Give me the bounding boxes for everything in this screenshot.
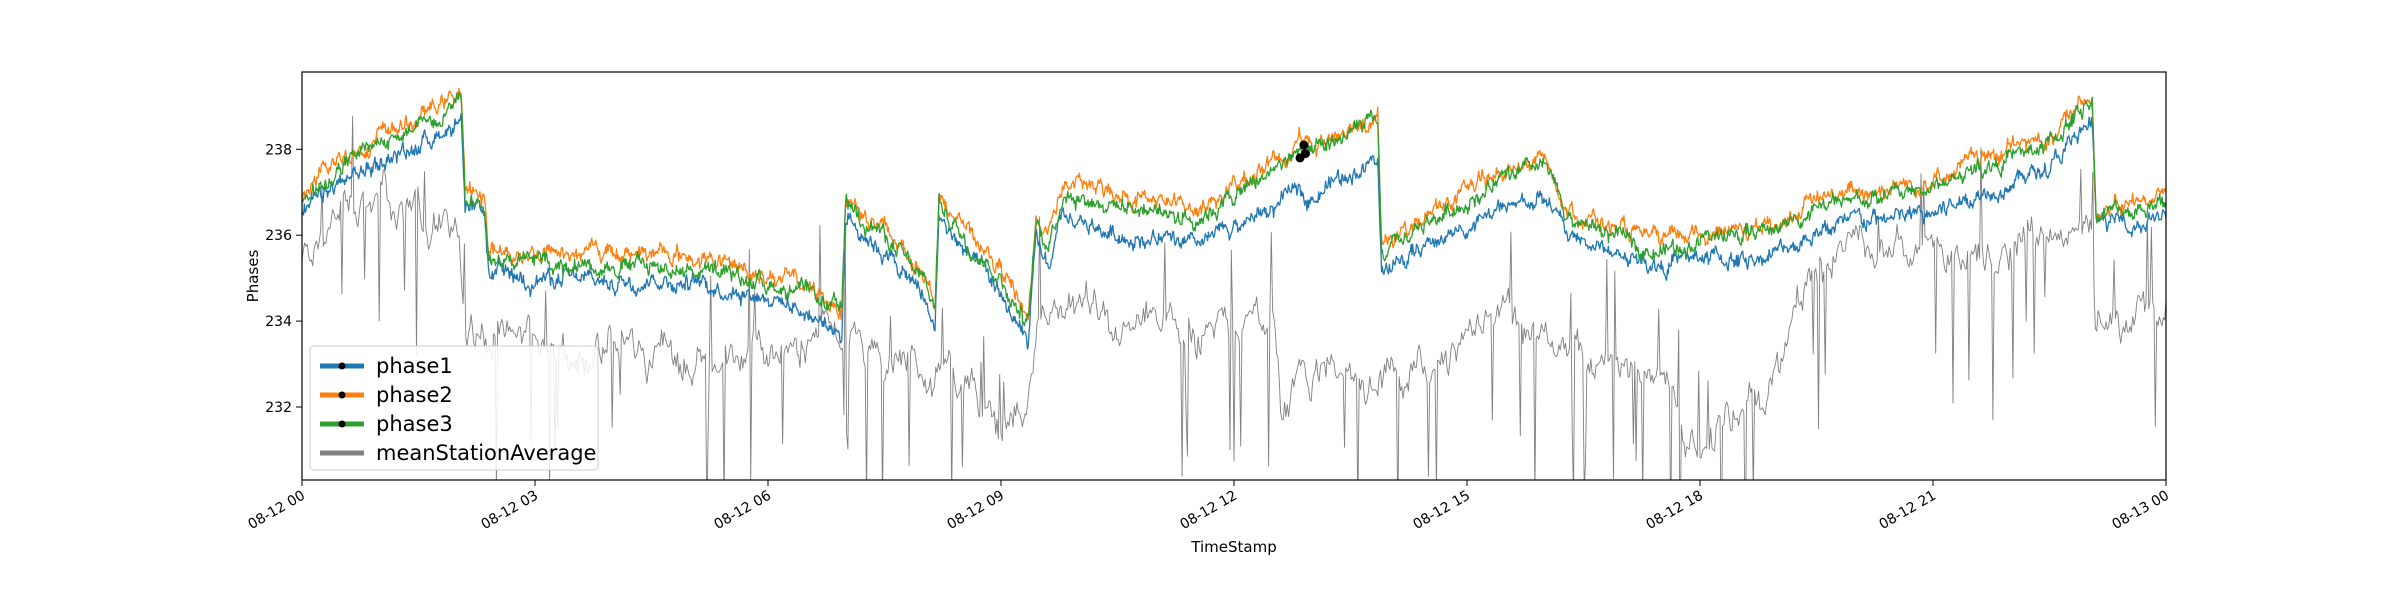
highlight-point-2: [1300, 149, 1310, 159]
y-axis-label: Phases: [244, 250, 262, 303]
series-layer: [302, 87, 2166, 480]
legend-marker-phase3: [338, 420, 346, 428]
legend-label-phase3: phase3: [376, 412, 453, 436]
legend-marker-phase2: [338, 391, 346, 399]
series-line-phase2: [302, 87, 2166, 321]
legend-marker-phase1: [338, 362, 346, 370]
y-tick-label: 238: [265, 142, 292, 158]
legend-box: [309, 345, 599, 471]
legend-label-phase2: phase2: [376, 383, 453, 407]
annotation-layer: [1295, 140, 1310, 163]
series-line-meanStationAverage: [302, 116, 2166, 480]
series-line-phase1: [302, 112, 2166, 350]
legend-label-phase1: phase1: [376, 354, 453, 378]
y-tick-label: 232: [265, 400, 292, 416]
series-line-phase3: [302, 91, 2166, 327]
y-axis: 232 234 236 238: [265, 142, 302, 416]
highlight-point-1: [1299, 140, 1309, 150]
y-tick-label: 234: [265, 314, 292, 330]
x-axis-label: TimeStamp: [1190, 538, 1276, 556]
legend: phase1 phase2 phase3 meanStationAverage: [309, 345, 599, 471]
legend-label-meanStationAverage: meanStationAverage: [376, 441, 596, 465]
y-tick-label: 236: [265, 228, 292, 244]
